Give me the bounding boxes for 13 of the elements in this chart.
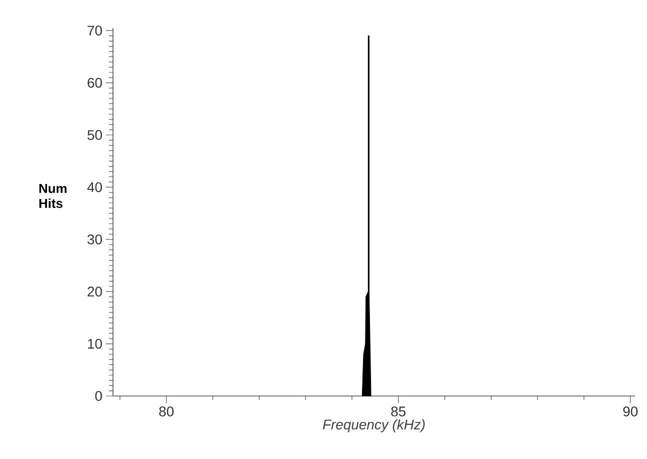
x-tick-label: 90: [623, 406, 638, 416]
y-tick-label: 70: [88, 26, 102, 36]
y-tick-label: 10: [88, 338, 102, 349]
x-axis-title: Frequency (kHz): [322, 419, 425, 432]
x-tick-label: 85: [391, 406, 406, 416]
y-tick-label: 50: [88, 130, 102, 140]
y-tick-label: 0: [95, 391, 102, 401]
y-axis-title: Num Hits: [39, 184, 67, 208]
y-tick-label: 40: [87, 182, 102, 192]
y-tick-label: 30: [87, 234, 102, 244]
y-tick-label: 20: [88, 286, 102, 297]
y-tick-label: 60: [88, 78, 102, 88]
x-tick-label: 80: [159, 406, 174, 416]
